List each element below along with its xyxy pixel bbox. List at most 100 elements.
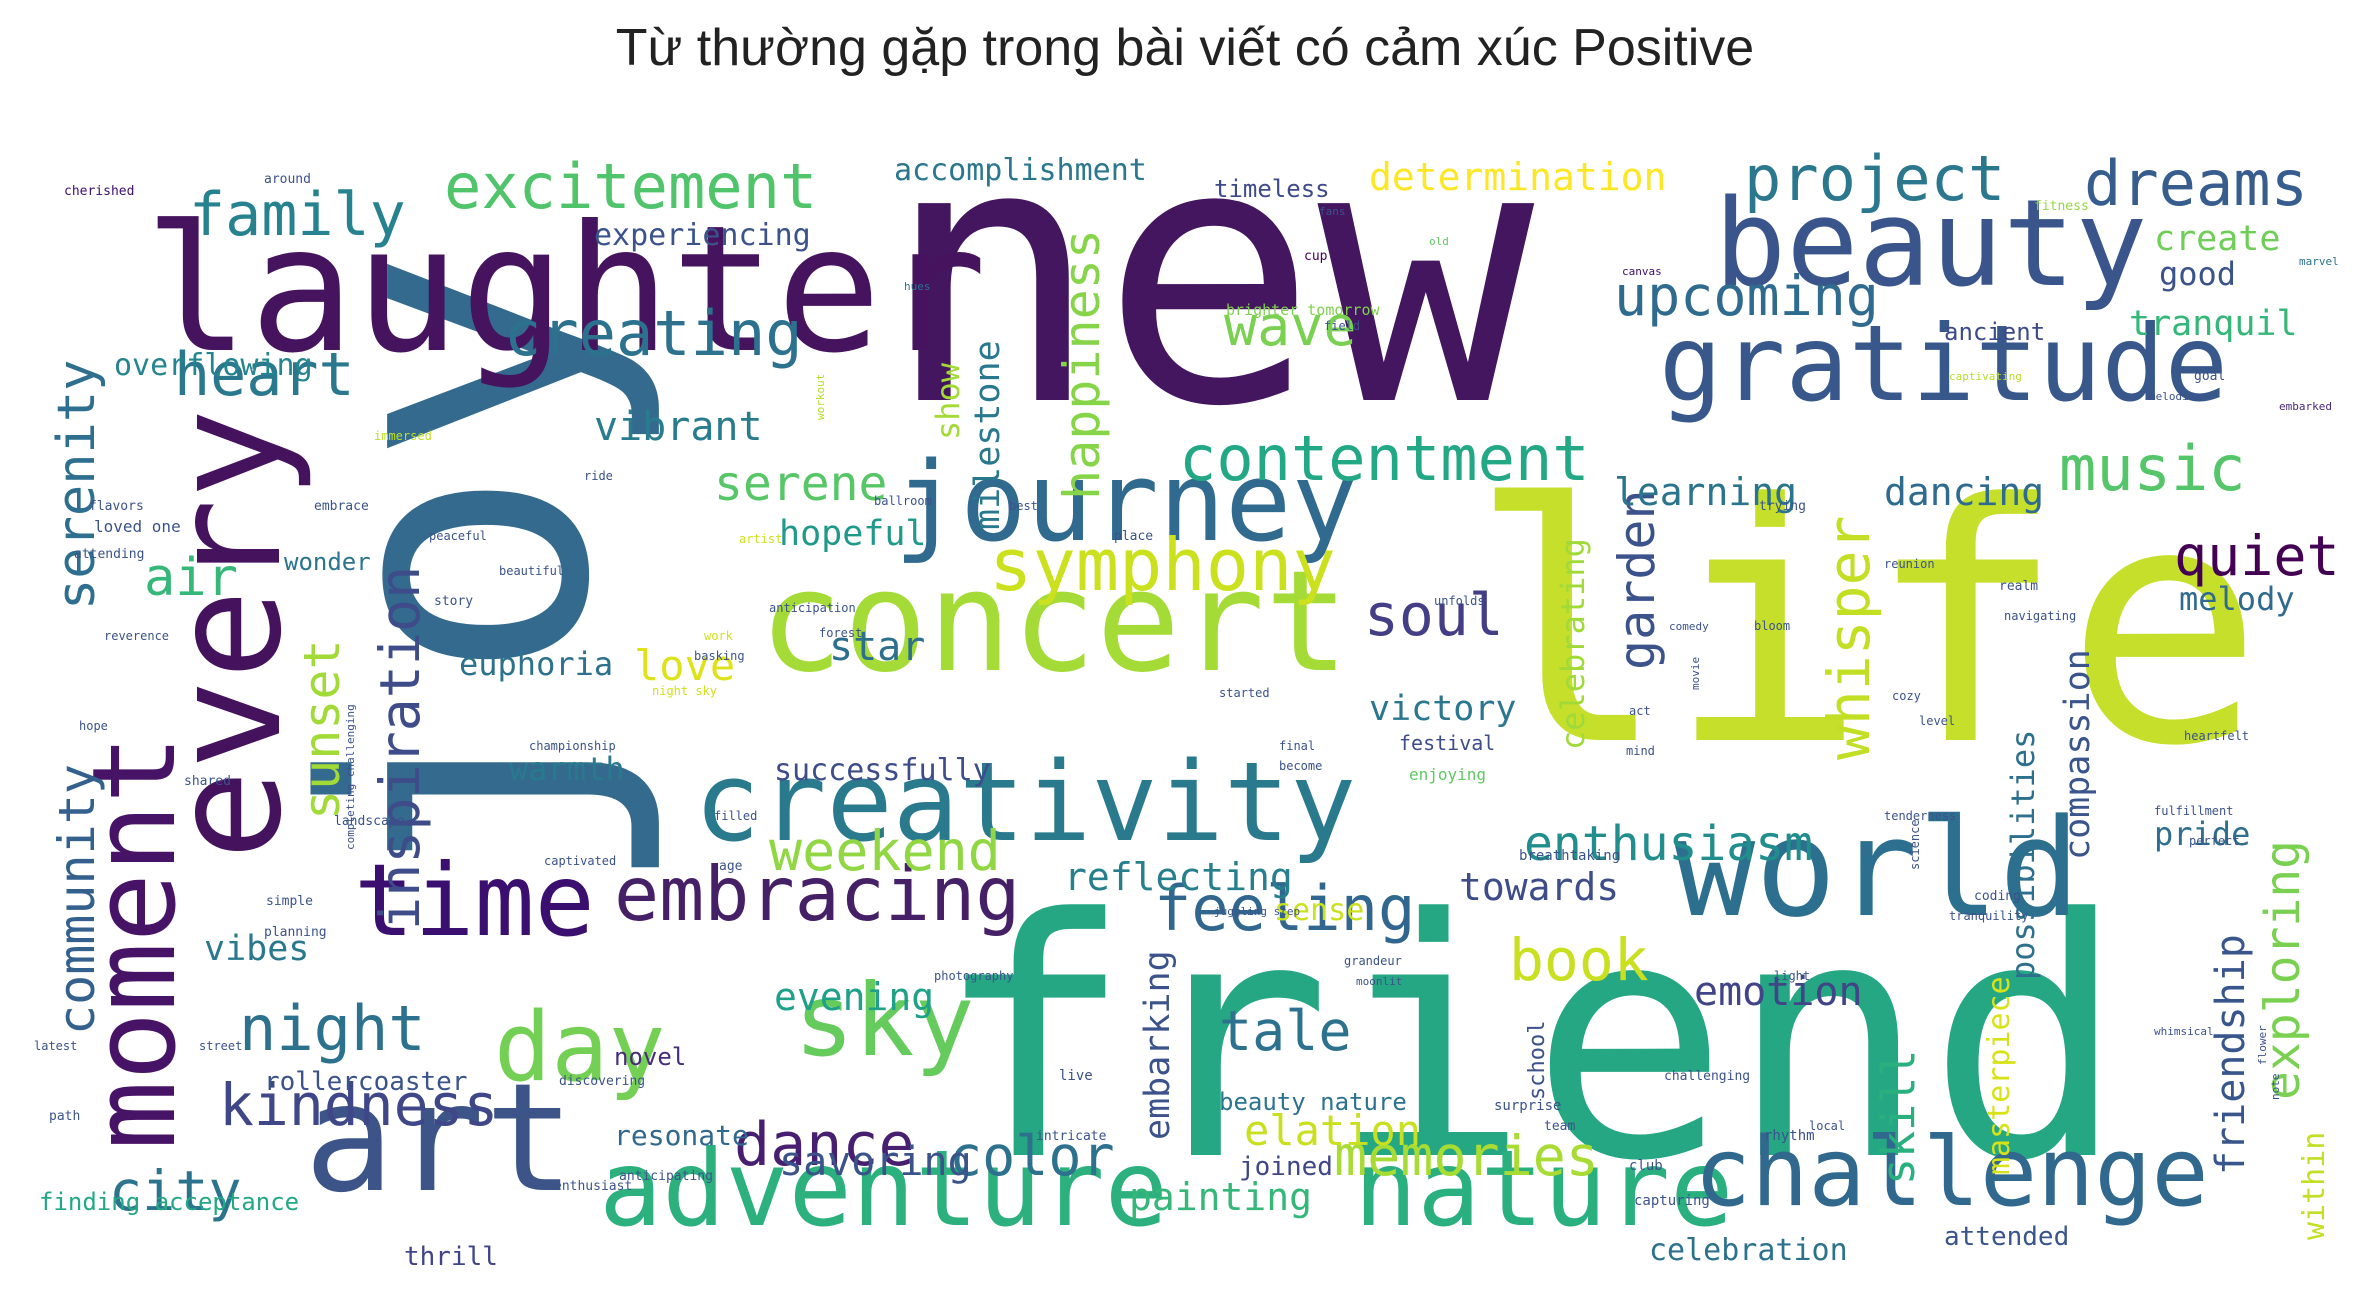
word-club: club (1629, 1158, 1663, 1174)
word-movie: movie (1689, 657, 1702, 690)
word-championship: championship (529, 739, 616, 753)
word-learning: learning (1614, 470, 1797, 514)
word-rollercoaster: rollercoaster (264, 1067, 468, 1097)
word-good: good (2159, 255, 2236, 293)
word-contentment: contentment (1179, 422, 1590, 495)
word-intricate: intricate (1036, 1129, 1107, 1144)
word-anticipating: anticipating (619, 1169, 713, 1184)
word-upcoming: upcoming (1614, 264, 1879, 328)
word-embrace: embrace (314, 499, 369, 514)
word-simple: simple (266, 894, 313, 909)
word-completing-challenging: completing challenging (344, 704, 357, 850)
word-gratitude: gratitude (1659, 303, 2228, 425)
word-moonlit: moonlit (1356, 975, 1402, 988)
word-world: world (1674, 790, 2080, 947)
word-color: color (949, 1124, 1115, 1188)
word-masterpiece: masterpiece (1982, 976, 2017, 1175)
word-novel: novel (614, 1043, 686, 1071)
word-bloom: bloom (1754, 619, 1790, 633)
word-challenging: challenging (1664, 1069, 1750, 1084)
word-act: act (1629, 704, 1651, 718)
word-basking: basking (694, 649, 745, 663)
word-embracing: embracing (614, 850, 1020, 938)
word-challenge: challenge (1694, 1118, 2209, 1228)
word-determination: determination (1369, 155, 1666, 199)
word-night-sky: night sky (652, 684, 717, 698)
word-artist: artist (739, 532, 782, 546)
word-weekend: weekend (769, 819, 1001, 883)
word-night: night (239, 992, 426, 1065)
word-hopeful: hopeful (779, 514, 927, 554)
word-started: started (1219, 686, 1270, 700)
word-enthusiasm: enthusiasm (1524, 816, 1813, 872)
word-happiness: happiness (1053, 229, 1111, 500)
word-inspiration: inspiration (368, 566, 432, 930)
word-reunion: reunion (1884, 557, 1935, 571)
word-canvas: canvas (1622, 265, 1662, 278)
word-dancing: dancing (1884, 470, 2044, 514)
word-captivating: captivating (1949, 370, 2022, 383)
word-show: show (929, 362, 967, 440)
word-mind: mind (1626, 744, 1655, 758)
word-community: community (48, 764, 106, 1035)
word-resonate: resonate (614, 1119, 749, 1152)
word-become: become (1279, 759, 1322, 773)
word-vibes: vibes (204, 929, 309, 969)
word-dreams: dreams (2084, 147, 2308, 220)
word-reflecting: reflecting (1064, 855, 1293, 899)
word-possibilities: possibilities (2004, 730, 2042, 980)
word-ballroom: ballroom (874, 494, 932, 508)
word-photography: photography (934, 969, 1013, 983)
word-excitement: excitement (444, 150, 817, 223)
word-star: star (829, 624, 925, 670)
word-wave: wave (1224, 294, 1356, 358)
word-unfolds: unfolds (1434, 594, 1485, 608)
word-friendship: friendship (2208, 934, 2254, 1175)
word-best: best (1009, 499, 1038, 513)
word-music: music (2059, 432, 2246, 505)
word-cup: cup (1304, 249, 1328, 264)
word-symphony: symphony (989, 523, 1336, 607)
word-attending: attending (74, 547, 144, 562)
word-breathtaking: breathtaking (1519, 848, 1620, 864)
word-air: air (144, 548, 238, 608)
word-family: family (189, 180, 406, 250)
word-moment: moment (68, 735, 202, 1150)
word-new: new (884, 100, 1537, 485)
word-whimsical: whimsical (2154, 1025, 2214, 1038)
word-creativity: creativity (694, 738, 1356, 866)
word-live: live (1059, 1068, 1093, 1084)
word-adventure: adventure (599, 1128, 1168, 1250)
word-fulfillment: fulfillment (2154, 804, 2233, 818)
word-book: book (1509, 926, 1649, 994)
word-ancient: ancient (1944, 318, 2045, 346)
word-navigating: navigating (2004, 609, 2076, 623)
word-tranquil: tranquil (2129, 304, 2298, 344)
word-garden: garden (1608, 489, 1666, 670)
word-art: art (304, 1052, 575, 1226)
word-tale: tale (1219, 999, 1351, 1063)
word-elation: elation (1244, 1106, 1421, 1155)
word-serenity: serenity (47, 360, 107, 610)
word-forest: forest (819, 626, 862, 640)
word-surprise: surprise (1494, 1098, 1561, 1114)
word-rhythm: rhythm (1764, 1128, 1815, 1144)
word-latest: latest (34, 1039, 77, 1053)
word-perfect: perfect (2189, 834, 2240, 848)
word-place: place (1114, 529, 1153, 544)
word-comedy: comedy (1669, 620, 1709, 633)
word-celebration: celebration (1649, 1233, 1848, 1268)
word-sky: sky (794, 962, 975, 1079)
word-soul: soul (1364, 581, 1504, 649)
word-tranquility: tranquility (1949, 909, 2028, 923)
word-story: story (434, 594, 473, 609)
word-nature: nature (1354, 1128, 1733, 1250)
word-love: love (634, 641, 735, 690)
word-sunset: sunset (293, 639, 351, 820)
word-goal: goal (2194, 369, 2225, 384)
word-heartfelt: heartfelt (2184, 729, 2249, 743)
word-every: every (141, 408, 315, 860)
word-feeling: feeling (1154, 872, 1415, 945)
word-overflowing: overflowing (114, 348, 313, 383)
